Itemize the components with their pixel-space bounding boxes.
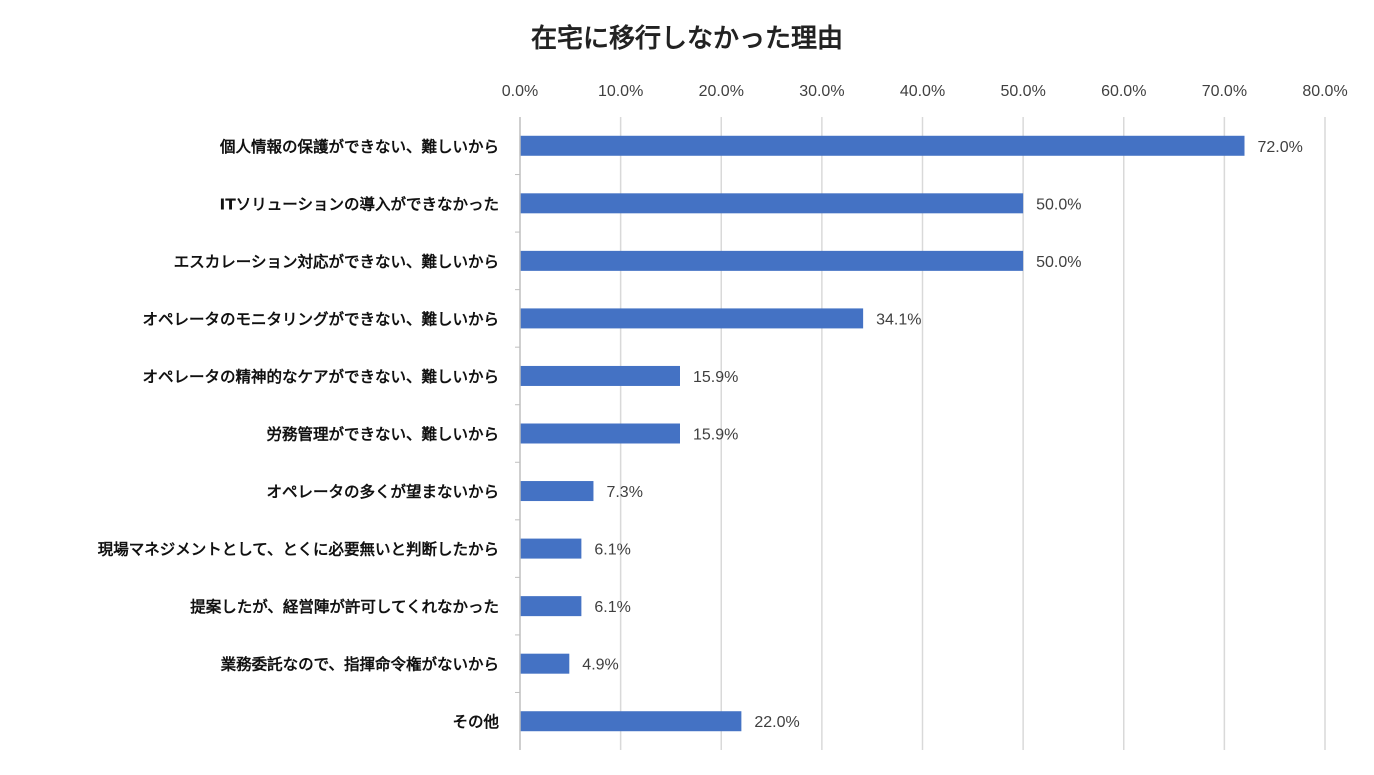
- data-labels: 72.0% 50.0% 50.0% 34.1% 15.9% 15.9% 7.3% 6.1% 6.…: [582, 139, 1303, 731]
- data-label: 4.9%: [582, 657, 618, 674]
- category-label: その他: [452, 712, 499, 731]
- category-label: 現場マネジメントとして、とくに必要無いと判断したから: [98, 540, 499, 559]
- category-labels: 個人情報の保護ができない、難しいから ITソリューションの導入ができなかったエスカ…: [98, 137, 500, 731]
- data-label: 6.1%: [594, 599, 630, 616]
- data-label: 22.0%: [754, 714, 799, 731]
- category-label: 個人情報の保護ができない、難しいから: [219, 137, 499, 156]
- x-tick-label: 80.0%: [1302, 83, 1347, 100]
- data-label: 34.1%: [876, 311, 921, 328]
- x-tick-label: 10.0%: [598, 83, 643, 100]
- bar: [520, 193, 1024, 214]
- category-label: 業務委託なので、指揮命令権がないから: [220, 655, 499, 674]
- data-label: 6.1%: [594, 542, 630, 559]
- category-label: 提案したが、経営陣が許可してくれなかった: [190, 597, 499, 616]
- category-label: オペレータのモニタリングができない、難しいから: [142, 309, 499, 328]
- bar: [520, 538, 582, 559]
- data-label: 7.3%: [606, 484, 642, 501]
- data-label: 15.9%: [693, 369, 738, 386]
- bar: [520, 481, 594, 502]
- bar: [520, 308, 864, 329]
- category-label: 労務管理ができない、難しいから: [266, 425, 499, 444]
- x-tick-label: 0.0%: [502, 83, 538, 100]
- data-label: 50.0%: [1036, 254, 1081, 271]
- x-tick-label: 60.0%: [1101, 83, 1146, 100]
- gridlines: [515, 117, 1326, 750]
- bar: [520, 653, 570, 674]
- bar: [520, 423, 680, 444]
- bar: [520, 711, 742, 732]
- chart-title: 在宅に移行しなかった理由: [530, 24, 843, 54]
- x-tick-label: 20.0%: [699, 83, 744, 100]
- x-axis-tick-labels: 0.0% 10.0% 20.0% 30.0% 40.0% 50.0% 60.0% 70.0% 8…: [502, 83, 1348, 100]
- bar: [520, 250, 1024, 271]
- category-label: オペレータの精神的なケアができない、難しいから: [142, 367, 499, 386]
- x-tick-label: 50.0%: [1000, 83, 1045, 100]
- bar: [520, 365, 680, 386]
- x-tick-label: 40.0%: [900, 83, 945, 100]
- data-label: 15.9%: [693, 427, 738, 444]
- category-label: オペレータの多くが望まないから: [266, 482, 499, 501]
- bar: [520, 135, 1245, 156]
- data-label: 72.0%: [1258, 139, 1303, 156]
- data-label: 50.0%: [1036, 196, 1081, 213]
- category-label: エスカレーション対応ができない、難しいから: [174, 252, 499, 271]
- x-tick-label: 30.0%: [799, 83, 844, 100]
- bars: [520, 135, 1245, 732]
- bar: [520, 596, 582, 617]
- x-tick-label: 70.0%: [1202, 83, 1247, 100]
- category-label: ITソリューションの導入ができなかった: [219, 194, 499, 213]
